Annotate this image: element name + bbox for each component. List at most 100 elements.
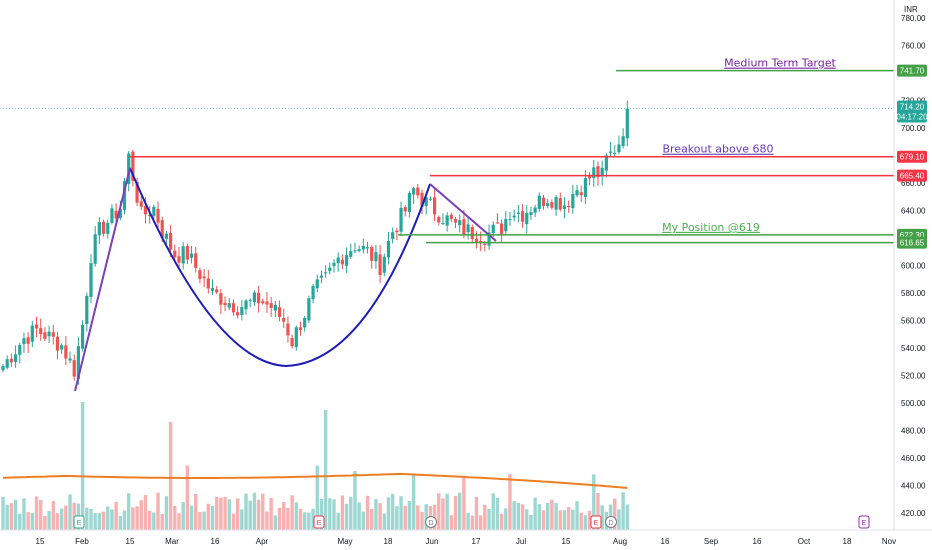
volume-bar (462, 476, 466, 530)
price-tag-text: 665.40 (900, 172, 925, 181)
time-tick-label: 16 (661, 537, 670, 546)
volume-bar (101, 511, 106, 530)
price-tick-label: 660.00 (901, 179, 926, 188)
chart-drawings (74, 167, 497, 392)
price-tag (897, 64, 927, 77)
volume-bar (265, 511, 269, 530)
candle (252, 290, 256, 306)
volume-bar (353, 470, 357, 530)
candle (453, 216, 458, 228)
candle (537, 192, 541, 212)
volume-bar (51, 501, 55, 530)
candle (30, 320, 34, 348)
candle (181, 242, 185, 270)
time-axis[interactable]: 15 Feb 15 Mar 16 Apr May 18 Jun 17 Jul 15 Aug 16 Sep 16… (0, 529, 932, 546)
volume-bar (185, 465, 190, 530)
volume-bar (59, 508, 64, 530)
volume-bar (206, 503, 211, 530)
volume-bar (294, 502, 298, 530)
candle (533, 204, 537, 218)
candle (378, 245, 382, 283)
volume-bar (349, 496, 353, 530)
event-marker[interactable]: E (313, 515, 325, 529)
volume-bar (47, 511, 51, 530)
volume-bar (26, 512, 30, 530)
volume-bar (106, 506, 110, 530)
candle (206, 269, 210, 294)
candle (315, 274, 319, 293)
candle (85, 292, 89, 332)
volume-bar (9, 503, 14, 530)
level-label: Breakout above 680 (662, 143, 773, 156)
event-marker[interactable]: D (425, 516, 437, 528)
event-marker-label: E (317, 520, 322, 527)
candle (64, 335, 68, 366)
price-tick-label: 520.00 (901, 372, 926, 381)
candle (256, 285, 261, 313)
volume-bar (600, 505, 604, 530)
volume-bar (248, 500, 252, 530)
event-marker[interactable]: E (590, 515, 602, 529)
volume-bar (546, 502, 550, 530)
candle (9, 353, 13, 367)
event-marker[interactable]: E (858, 515, 870, 529)
volume-bar (478, 515, 483, 530)
price-tick-label: 440.00 (901, 482, 926, 491)
volume-bar (210, 506, 215, 530)
candle (110, 204, 114, 225)
candle (189, 246, 194, 264)
candle (520, 204, 525, 228)
time-tick-label: Feb (75, 537, 89, 546)
candle (131, 150, 135, 187)
volume-bar (382, 513, 386, 530)
candle (215, 286, 219, 295)
volume-bar (395, 506, 399, 530)
volume-bar (390, 493, 395, 530)
volume-bar (181, 502, 185, 530)
time-tick-label: 16 (753, 537, 762, 546)
volume-bar (198, 511, 202, 530)
candle (470, 224, 474, 243)
candle (303, 315, 307, 332)
candle (328, 262, 332, 275)
event-marker-label: E (77, 520, 82, 527)
volume-bar (529, 514, 533, 530)
volume-bar (361, 511, 366, 530)
candle (156, 201, 160, 229)
volume-bar (504, 508, 508, 530)
volume-bar (173, 505, 177, 530)
time-tick-label: Jul (516, 537, 526, 546)
candle (282, 308, 286, 328)
candle (39, 318, 43, 341)
candle (399, 201, 403, 236)
time-tick-label: 17 (472, 537, 481, 546)
candle (386, 232, 391, 265)
volume-bar (487, 508, 491, 530)
candle (101, 219, 106, 237)
candle (546, 199, 550, 209)
candle (403, 205, 407, 217)
candle (68, 351, 72, 364)
candle (416, 184, 420, 199)
volume-bar (340, 495, 345, 530)
price-tag-text: 741.70 (900, 67, 925, 76)
price-axis[interactable]: INR 780.00760.00740.00720.00700.00680.00… (0, 0, 928, 530)
time-tick-label: May (337, 537, 352, 546)
volume-moving-average (2, 472, 628, 489)
candle (357, 245, 361, 253)
price-tick-label: 540.00 (901, 344, 926, 353)
candle (1, 364, 5, 373)
volume-bar (370, 508, 374, 530)
volume-bar (64, 505, 68, 530)
event-marker[interactable]: E (73, 515, 85, 529)
time-tick-label: Oct (798, 537, 811, 546)
candle (55, 331, 60, 360)
candle (294, 325, 298, 351)
candle (122, 178, 127, 215)
event-marker[interactable]: D (605, 516, 617, 528)
candle (324, 265, 328, 278)
volume-bar (458, 492, 462, 530)
volume-bar (437, 493, 441, 530)
